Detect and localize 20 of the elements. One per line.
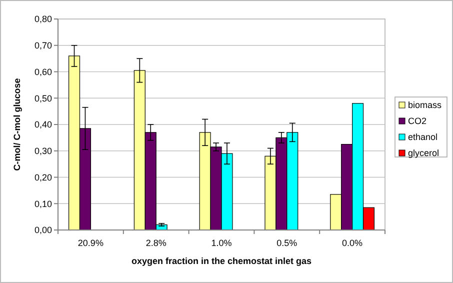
y-tick-label: 0,70 [34, 40, 52, 51]
legend-label: glycerol [408, 148, 440, 158]
y-tick-label: 0,80 [34, 14, 52, 24]
y-tick-label: 0,40 [34, 120, 52, 130]
x-tick-label: 2.8% [146, 238, 166, 248]
y-axis-title: C-mol/ C-mol glucose [12, 78, 22, 171]
legend-label: CO2 [408, 116, 427, 126]
y-tick-label: 0,30 [34, 146, 52, 156]
legend-label: biomass [408, 100, 442, 110]
y-tick-label: 0,10 [34, 198, 52, 209]
x-tick-label: 0.5% [276, 238, 298, 248]
y-tick-label: 0,50 [34, 93, 52, 104]
y-tick-label: 0,20 [34, 172, 52, 182]
y-tick-label: 0,60 [34, 66, 52, 77]
x-tick-label: 0.0% [342, 238, 363, 248]
y-tick-label: 0,00 [34, 225, 52, 236]
x-tick-label: 1.0% [211, 238, 232, 248]
x-tick-label: 20.9% [78, 238, 104, 248]
x-axis-title: oxygen fraction in the chemostat inlet gas [131, 256, 312, 266]
legend-label: ethanol [408, 132, 438, 142]
